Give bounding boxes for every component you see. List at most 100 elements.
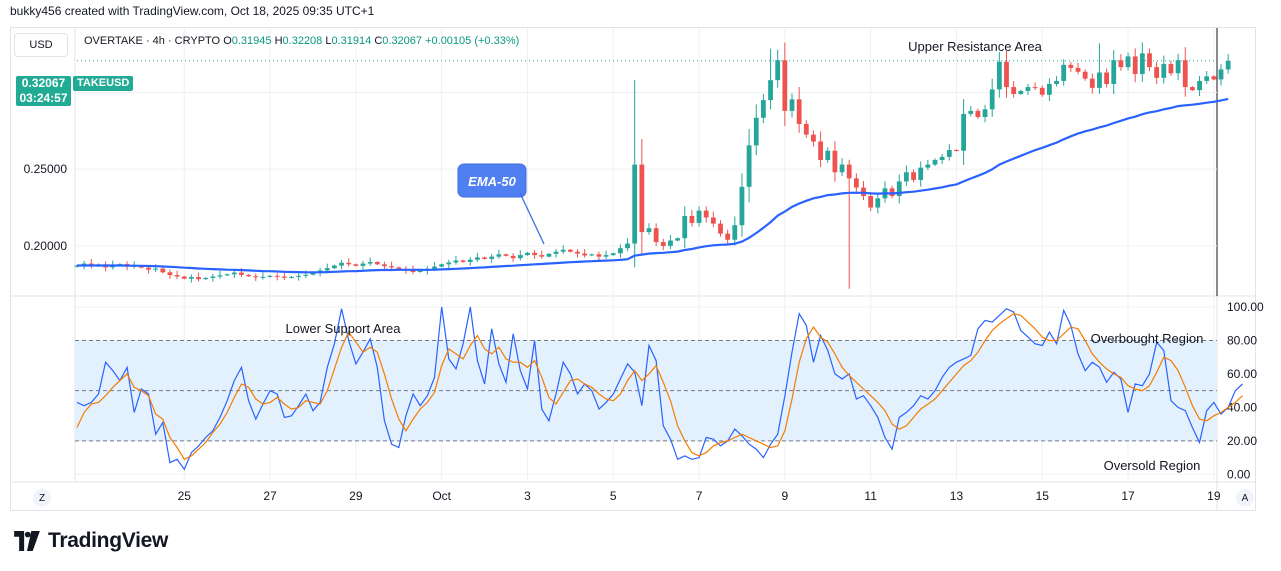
candle-body[interactable] [224, 274, 230, 276]
candle-body[interactable] [1211, 76, 1217, 80]
candle-body[interactable] [646, 228, 652, 233]
candle-body[interactable] [525, 252, 530, 256]
candle-body[interactable] [918, 167, 924, 180]
candle-body[interactable] [1190, 87, 1195, 91]
candle-body[interactable] [675, 238, 680, 241]
candle-body[interactable] [1204, 76, 1210, 81]
candle-body[interactable] [753, 117, 759, 146]
candle-body[interactable] [982, 109, 988, 117]
candle-body[interactable] [460, 260, 466, 263]
candle-body[interactable] [1004, 61, 1009, 88]
candle-body[interactable] [353, 264, 359, 266]
candle-body[interactable] [1018, 90, 1024, 94]
candle-body[interactable] [453, 260, 459, 263]
candle-body[interactable] [889, 188, 895, 197]
candle-body[interactable] [911, 172, 916, 180]
candle-body[interactable] [575, 251, 580, 254]
candle-body[interactable] [996, 61, 1002, 90]
candle-body[interactable] [532, 252, 537, 256]
candle-body[interactable] [968, 110, 974, 114]
candle-body[interactable] [1225, 60, 1231, 70]
candle-body[interactable] [517, 255, 523, 259]
candle-body[interactable] [489, 256, 495, 259]
candle-body[interactable] [811, 134, 816, 142]
candle-body[interactable] [696, 210, 702, 223]
candle-body[interactable] [231, 272, 237, 275]
candle-body[interactable] [1139, 53, 1145, 75]
candlestick-series[interactable] [74, 42, 1231, 289]
candle-body[interactable] [503, 254, 509, 256]
candle-body[interactable] [1011, 87, 1017, 94]
candle-body[interactable] [539, 255, 545, 257]
candle-body[interactable] [725, 233, 731, 240]
candle-body[interactable] [989, 89, 995, 110]
candle-body[interactable] [904, 172, 909, 182]
candle-body[interactable] [868, 196, 874, 208]
candle-body[interactable] [818, 141, 823, 160]
candle-body[interactable] [210, 276, 216, 278]
candle-body[interactable] [267, 275, 273, 277]
candle-body[interactable] [1132, 56, 1138, 75]
candle-body[interactable] [253, 276, 259, 278]
candle-body[interactable] [625, 243, 630, 249]
candle-body[interactable] [374, 262, 380, 265]
candle-body[interactable] [825, 150, 831, 160]
candle-body[interactable] [467, 259, 473, 263]
candle-body[interactable] [589, 254, 595, 256]
time-axis[interactable]: 25 27 29 Oct 3 5 7 9 11 13 15 17 19 [178, 489, 1221, 503]
candle-body[interactable] [1168, 64, 1174, 74]
candle-body[interactable] [782, 60, 788, 111]
candle-body[interactable] [296, 275, 302, 277]
candle-body[interactable] [946, 149, 952, 157]
candle-body[interactable] [332, 265, 337, 269]
candle-body[interactable] [482, 257, 487, 259]
candle-body[interactable] [181, 276, 187, 279]
candle-body[interactable] [653, 228, 659, 243]
candle-body[interactable] [739, 186, 745, 226]
candle-body[interactable] [896, 181, 902, 197]
candle-body[interactable] [1147, 53, 1152, 68]
candle-body[interactable] [1125, 56, 1131, 68]
candle-body[interactable] [775, 60, 781, 81]
candle-body[interactable] [668, 240, 673, 246]
candle-body[interactable] [718, 223, 723, 234]
candle-body[interactable] [389, 266, 394, 268]
candle-body[interactable] [796, 99, 802, 124]
candle-body[interactable] [639, 164, 645, 233]
candle-body[interactable] [1054, 80, 1059, 85]
candle-body[interactable] [710, 217, 716, 224]
tradingview-brand[interactable]: TradingView [12, 529, 168, 553]
candle-body[interactable] [768, 80, 773, 101]
candle-body[interactable] [153, 268, 159, 270]
candle-body[interactable] [289, 276, 294, 278]
candle-body[interactable] [1097, 72, 1102, 88]
auto-scale-button[interactable]: A [1236, 489, 1254, 507]
currency-selector[interactable]: USD [14, 33, 68, 57]
candle-body[interactable] [975, 110, 981, 117]
candle-body[interactable] [618, 248, 623, 254]
candle-body[interactable] [689, 215, 695, 223]
candle-body[interactable] [189, 277, 194, 279]
candle-body[interactable] [746, 145, 752, 187]
candle-body[interactable] [803, 123, 809, 135]
candle-body[interactable] [310, 272, 316, 275]
candle-body[interactable] [1154, 67, 1160, 78]
candle-body[interactable] [732, 225, 738, 240]
candle-body[interactable] [1118, 60, 1124, 68]
candle-body[interactable] [346, 262, 352, 265]
candle-body[interactable] [875, 198, 881, 208]
candle-body[interactable] [274, 275, 280, 277]
candle-body[interactable] [1032, 87, 1038, 89]
candle-body[interactable] [510, 255, 516, 259]
symbol-legend[interactable]: OVERTAKE · 4h · CRYPTO O0.31945 H0.32208… [84, 35, 519, 47]
candle-body[interactable] [761, 100, 766, 118]
candle-body[interactable] [382, 264, 387, 267]
candle-body[interactable] [324, 268, 330, 271]
candle-body[interactable] [1025, 87, 1031, 91]
candle-body[interactable] [1182, 60, 1188, 88]
candle-body[interactable] [239, 272, 244, 275]
candle-body[interactable] [1175, 60, 1181, 74]
rsi-ma-line[interactable] [76, 313, 1243, 461]
candle-body[interactable] [961, 113, 966, 151]
